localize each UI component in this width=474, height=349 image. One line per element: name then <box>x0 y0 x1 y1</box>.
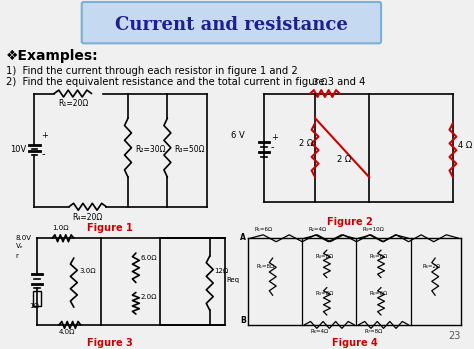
Text: 6 V: 6 V <box>231 131 245 140</box>
Text: +: + <box>271 133 278 142</box>
Text: 2)  Find the equivalent resistance and the total current in figure 3 and 4: 2) Find the equivalent resistance and th… <box>6 77 365 87</box>
Text: 1)  Find the current through each resistor in figure 1 and 2: 1) Find the current through each resisto… <box>6 66 298 76</box>
Text: R₃=50Ω: R₃=50Ω <box>174 145 205 154</box>
Text: 23: 23 <box>448 331 461 341</box>
Text: R₃=10Ω: R₃=10Ω <box>362 228 384 232</box>
Text: 6.0Ω: 6.0Ω <box>141 255 157 261</box>
Text: R₄=8Ω: R₄=8Ω <box>315 254 333 259</box>
Text: 3.0Ω: 3.0Ω <box>80 268 96 274</box>
Text: A: A <box>240 233 246 242</box>
Text: B: B <box>240 316 246 325</box>
Text: R₆=4Ω: R₆=4Ω <box>310 329 328 334</box>
Text: Figure 4: Figure 4 <box>332 338 377 348</box>
Text: Figure 2: Figure 2 <box>327 217 373 227</box>
Text: Figure 3: Figure 3 <box>87 338 133 348</box>
Text: 4 Ω: 4 Ω <box>458 141 472 150</box>
Text: -: - <box>41 149 45 159</box>
Text: 3 Ω: 3 Ω <box>313 78 327 87</box>
Text: 10V: 10V <box>10 145 27 154</box>
Text: R₁=20Ω: R₁=20Ω <box>59 99 89 108</box>
Text: r: r <box>16 253 18 259</box>
Text: 4.0Ω: 4.0Ω <box>59 329 75 335</box>
Text: R₆=2Ω: R₆=2Ω <box>422 264 440 269</box>
Text: 1.0Ω: 1.0Ω <box>52 225 68 231</box>
Text: Req: Req <box>227 277 239 283</box>
Text: R₂=4Ω: R₂=4Ω <box>308 228 326 232</box>
Text: Current and resistance: Current and resistance <box>115 16 348 34</box>
Text: R₇=8Ω: R₇=8Ω <box>365 329 383 334</box>
Text: Figure 1: Figure 1 <box>87 223 133 232</box>
Text: R₂=30Ω: R₂=30Ω <box>135 145 165 154</box>
Text: R₁=6Ω: R₁=6Ω <box>254 228 272 232</box>
Text: R₁=8Ω: R₁=8Ω <box>256 264 274 269</box>
Text: R₄=20Ω: R₄=20Ω <box>73 213 103 222</box>
Text: R₆=6Ω: R₆=6Ω <box>369 291 387 296</box>
Text: 2 Ω: 2 Ω <box>337 155 351 164</box>
Text: 12Ω: 12Ω <box>215 268 229 274</box>
Text: ❖Examples:: ❖Examples: <box>6 49 99 63</box>
FancyBboxPatch shape <box>82 2 381 43</box>
Text: Vₑ: Vₑ <box>16 243 23 249</box>
Text: -: - <box>271 142 274 152</box>
Text: 8.0V: 8.0V <box>16 235 32 241</box>
Text: 1Ω: 1Ω <box>29 303 39 309</box>
Text: R₅=6Ω: R₅=6Ω <box>369 254 387 259</box>
Text: 2 Ω: 2 Ω <box>300 139 314 148</box>
Text: R₃=8Ω: R₃=8Ω <box>315 291 333 296</box>
Text: +: + <box>41 131 48 140</box>
Bar <box>34 291 41 306</box>
Text: 2.0Ω: 2.0Ω <box>141 294 157 300</box>
